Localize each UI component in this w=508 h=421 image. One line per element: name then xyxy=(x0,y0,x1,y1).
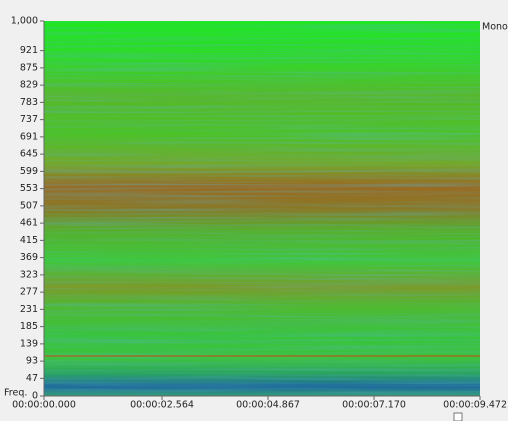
spectrogram-view: Mono Freq. 04793139185231277323369415461… xyxy=(0,0,508,421)
x-tick-label: 00:00:04.867 xyxy=(236,400,300,411)
x-tick-label: 00:00:00.000 xyxy=(12,400,76,411)
y-tick-label: 921 xyxy=(20,45,38,56)
y-tick-label: 231 xyxy=(20,304,38,315)
spectrogram-texture xyxy=(44,21,480,396)
y-tick-label: 599 xyxy=(20,166,38,177)
y-tick-label: 139 xyxy=(20,338,38,349)
y-tick-label: 369 xyxy=(20,252,38,263)
y-tick-label: 93 xyxy=(26,356,38,367)
x-tick-label: 00:00:02.564 xyxy=(130,400,194,411)
y-tick-label: 875 xyxy=(20,62,38,73)
y-tick-label: 553 xyxy=(20,183,38,194)
y-tick-label: 737 xyxy=(20,114,38,125)
y-tick-label: 47 xyxy=(26,373,38,384)
x-tick-label: 00:00:07.170 xyxy=(342,400,406,411)
y-tick-label: 691 xyxy=(20,131,38,142)
plot-area xyxy=(44,21,480,396)
channel-label: Mono xyxy=(482,22,508,33)
y-tick-label: 783 xyxy=(20,97,38,108)
y-tick-label: 1,000 xyxy=(11,16,38,27)
y-tick-label: 829 xyxy=(20,80,38,91)
y-axis-label: Freq. xyxy=(4,388,27,399)
checkbox[interactable] xyxy=(454,413,462,421)
y-tick-label: 461 xyxy=(20,218,38,229)
y-tick-label: 277 xyxy=(20,287,38,298)
y-tick-label: 415 xyxy=(20,235,38,246)
y-tick-label: 645 xyxy=(20,149,38,160)
y-tick-label: 507 xyxy=(20,200,38,211)
y-tick-label: 323 xyxy=(20,269,38,280)
spectrogram-band xyxy=(44,355,480,357)
y-tick-label: 185 xyxy=(20,321,38,332)
x-tick-label: 00:00:09.472 xyxy=(443,400,507,411)
